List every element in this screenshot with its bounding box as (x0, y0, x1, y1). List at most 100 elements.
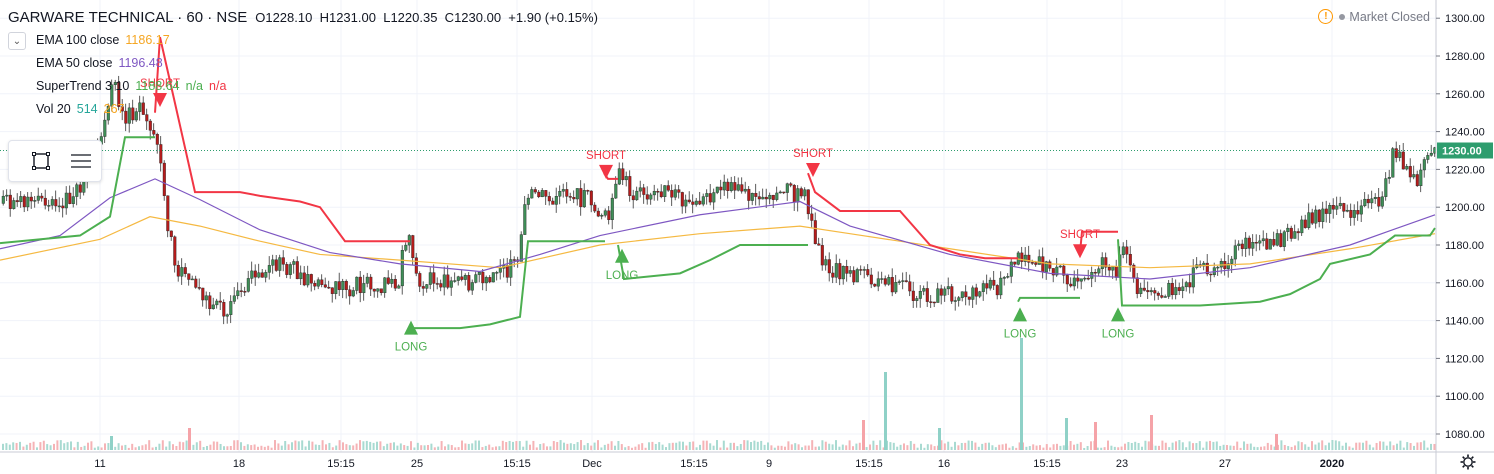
market-status[interactable]: ! Market Closed (1318, 9, 1430, 24)
candle (726, 181, 730, 191)
volume-bar (699, 444, 701, 450)
candle (386, 277, 390, 284)
candle (838, 263, 842, 280)
candle (376, 288, 380, 292)
volume-bar (1049, 447, 1052, 450)
symbol-title[interactable]: GARWARE TECHNICAL · 60 · NSE (8, 9, 248, 26)
volume-bar (746, 440, 749, 450)
volume-bar (1236, 441, 1239, 450)
volume-bar (651, 441, 654, 450)
candle (439, 283, 443, 288)
volume-bar (869, 444, 871, 450)
volume-bar (1266, 442, 1269, 450)
volume-bar (862, 420, 865, 450)
candle (15, 200, 19, 203)
volume-bar (372, 442, 375, 450)
candle (1275, 233, 1279, 246)
candle (859, 269, 863, 271)
volume-bar (801, 447, 803, 450)
volume-bar (19, 441, 21, 450)
candle (40, 195, 44, 199)
volume-bar (484, 445, 487, 450)
volume-bar (1025, 446, 1028, 450)
volume-bar (773, 447, 776, 450)
volume-bar (1348, 446, 1351, 450)
candle (841, 266, 845, 280)
indicator-ema100[interactable]: EMA 100 close 1186.17 (36, 29, 598, 52)
candle (1405, 166, 1409, 170)
price-tick-label: 1240.00 (1445, 127, 1485, 139)
volume-bar (63, 443, 66, 450)
candle (124, 110, 128, 124)
candle (1, 195, 5, 204)
volume-bar (938, 428, 941, 450)
candle (351, 290, 355, 297)
candle (1244, 237, 1248, 249)
candle (1335, 205, 1339, 210)
candle (827, 259, 831, 274)
volume-bar (175, 445, 178, 450)
candle (26, 196, 30, 208)
candle (1097, 268, 1101, 274)
volume-bar (947, 441, 950, 450)
candle (470, 282, 474, 291)
volume-bar (403, 445, 406, 450)
candle (554, 196, 558, 205)
candle (810, 213, 814, 221)
volume-bar (824, 441, 827, 450)
candle (897, 281, 901, 283)
volume-bar (87, 442, 89, 450)
signals: SHORT SHORT SHORT SHORT LONG LONG LONG LONG (140, 78, 1134, 354)
candle (1160, 295, 1164, 298)
candle (1100, 257, 1104, 270)
volume-bar (131, 443, 134, 450)
chevron-down-icon[interactable]: ⌄ (8, 32, 26, 50)
volume-bar (515, 441, 518, 450)
warning-icon[interactable]: ! (1318, 9, 1334, 24)
indicator-volume[interactable]: Vol 20 514 267 (36, 98, 598, 121)
time-tick-label: 18 (233, 458, 245, 470)
volume-bar (1083, 447, 1086, 450)
candle (1261, 238, 1265, 242)
volume-bar (1260, 446, 1262, 450)
volume-bar (1117, 447, 1120, 450)
indicator-ema50[interactable]: EMA 50 close 1196.48 (36, 52, 598, 75)
volume-bar (1020, 338, 1023, 450)
volume-bar (36, 447, 38, 450)
volume-bar (1161, 440, 1164, 450)
candle (257, 272, 261, 278)
candle (757, 196, 761, 200)
settings-lines-icon[interactable] (69, 151, 93, 171)
candle (292, 261, 296, 265)
supertrend-up-line (0, 136, 155, 245)
candle (978, 291, 982, 297)
volume-bar (977, 446, 980, 450)
time-tick-label: 11 (94, 458, 105, 470)
volume-bar (206, 445, 208, 450)
candle (922, 288, 926, 292)
candle (1377, 197, 1381, 207)
volume-bar (267, 445, 270, 450)
volume-bar (172, 444, 174, 450)
gear-icon[interactable] (1460, 454, 1476, 470)
time-axis: 11 18 15:15 25 15:15 Dec 15:15 9 15:15 16 15:15 23 2… (94, 458, 1344, 470)
candle (575, 188, 579, 200)
drawing-toolbox[interactable] (8, 140, 102, 182)
candle (624, 176, 628, 181)
candle (568, 196, 572, 198)
volume-bar (821, 440, 824, 450)
candle (950, 286, 954, 302)
volume-bar (1150, 415, 1153, 450)
candle (666, 185, 670, 191)
rectangle-tool-icon[interactable] (31, 151, 51, 171)
volume-bar (240, 442, 242, 450)
volume-bar (607, 443, 610, 450)
volume-bar (1368, 444, 1371, 450)
indicator-supertrend[interactable]: SuperTrend 3 10 1188.64 n/a n/a (36, 75, 598, 98)
volume-bar (474, 440, 477, 450)
volume-bar (389, 442, 392, 450)
candle (1037, 256, 1041, 265)
volume-bar (784, 446, 786, 450)
candle (1125, 246, 1129, 255)
